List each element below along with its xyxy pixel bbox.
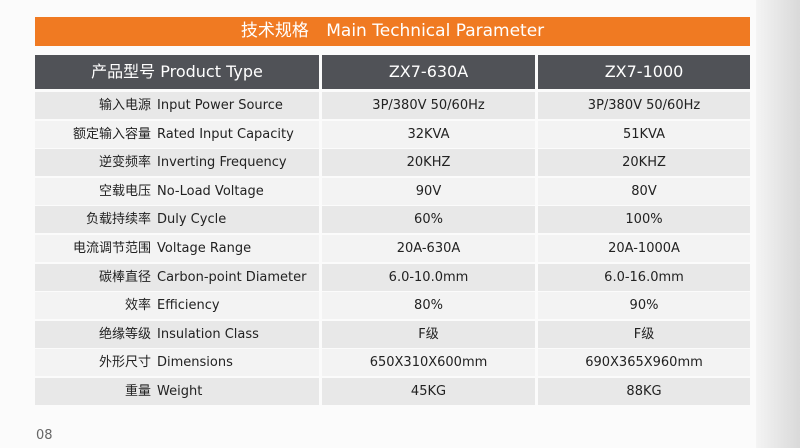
row-label: 重量 Weight xyxy=(35,378,319,405)
background-edge xyxy=(756,0,800,448)
label-cn: 碳棒直径 xyxy=(98,269,151,285)
header-en: Product Type xyxy=(160,62,263,81)
value-cell: 3P/380V 50/60Hz xyxy=(322,92,535,119)
page-number: 08 xyxy=(36,428,53,443)
row-label: 输入电源 Input Power Source xyxy=(35,92,319,119)
label-cn: 效率 xyxy=(124,298,151,314)
title-bar: 技术规格 Main Technical Parameter xyxy=(35,17,750,46)
label-en: Weight xyxy=(157,384,203,399)
row-label: 外形尺寸 Dimensions xyxy=(35,349,319,377)
label-cn: 外形尺寸 xyxy=(98,355,151,371)
title-en: Main Technical Parameter xyxy=(326,21,545,41)
value-cell: 90% xyxy=(538,292,750,320)
row-label: 电流调节范围 Voltage Range xyxy=(35,235,319,262)
row-label: 绝缘等级 Insulation Class xyxy=(35,320,319,348)
value-cell: 90V xyxy=(322,177,535,205)
label-cn: 空载电压 xyxy=(98,183,151,199)
row-label: 效率 Efficiency xyxy=(35,292,319,320)
label-en: Dimensions xyxy=(157,355,233,371)
row-label: 碳棒直径 Carbon-point Diameter xyxy=(35,263,319,291)
label-cn: 重量 xyxy=(124,384,151,399)
value-cell: 100% xyxy=(538,206,750,234)
label-en: Carbon-point Diameter xyxy=(157,269,307,285)
label-en: No-Load Voltage xyxy=(157,183,264,199)
row-label: 逆变频率 Inverting Frequency xyxy=(35,149,319,177)
value-cell: 6.0-10.0mm xyxy=(322,263,535,291)
label-en: Rated Input Capacity xyxy=(157,126,294,142)
header-label: 产品型号 Product Type xyxy=(35,55,319,89)
label-en: Insulation Class xyxy=(157,326,259,342)
value-cell: 80V xyxy=(538,177,750,205)
value-cell: 60% xyxy=(322,206,535,234)
label-cn: 绝缘等级 xyxy=(98,326,151,342)
value-cell: 45KG xyxy=(322,378,535,405)
value-cell: 20KHZ xyxy=(322,149,535,177)
value-cell: 6.0-16.0mm xyxy=(538,263,750,291)
label-cn: 输入电源 xyxy=(98,98,151,113)
label-en: Inverting Frequency xyxy=(157,155,287,171)
header-model: ZX7-1000 xyxy=(538,55,750,89)
label-cn: 负载持续率 xyxy=(85,212,151,228)
label-en: Input Power Source xyxy=(157,98,283,113)
label-cn: 逆变频率 xyxy=(98,155,151,171)
header-cn: 产品型号 xyxy=(91,62,156,81)
label-cn: 额定输入容量 xyxy=(72,126,151,142)
row-label: 额定输入容量 Rated Input Capacity xyxy=(35,120,319,148)
value-cell: 32KVA xyxy=(322,120,535,148)
header-model: ZX7-630A xyxy=(322,55,535,89)
value-cell: 88KG xyxy=(538,378,750,405)
value-cell: 51KVA xyxy=(538,120,750,148)
label-en: Voltage Range xyxy=(157,241,252,256)
row-label: 负载持续率 Duly Cycle xyxy=(35,206,319,234)
value-cell: 690X365X960mm xyxy=(538,349,750,377)
label-cn: 电流调节范围 xyxy=(72,241,151,256)
label-en: Efficiency xyxy=(157,298,220,314)
value-cell: F级 xyxy=(322,320,535,348)
value-cell: 20A-1000A xyxy=(538,235,750,262)
value-cell: 20A-630A xyxy=(322,235,535,262)
value-cell: 3P/380V 50/60Hz xyxy=(538,92,750,119)
value-cell: 650X310X600mm xyxy=(322,349,535,377)
value-cell: F级 xyxy=(538,320,750,348)
title-cn: 技术规格 xyxy=(240,21,309,41)
value-cell: 80% xyxy=(322,292,535,320)
label-en: Duly Cycle xyxy=(157,212,227,228)
value-cell: 20KHZ xyxy=(538,149,750,177)
row-label: 空载电压 No-Load Voltage xyxy=(35,177,319,205)
